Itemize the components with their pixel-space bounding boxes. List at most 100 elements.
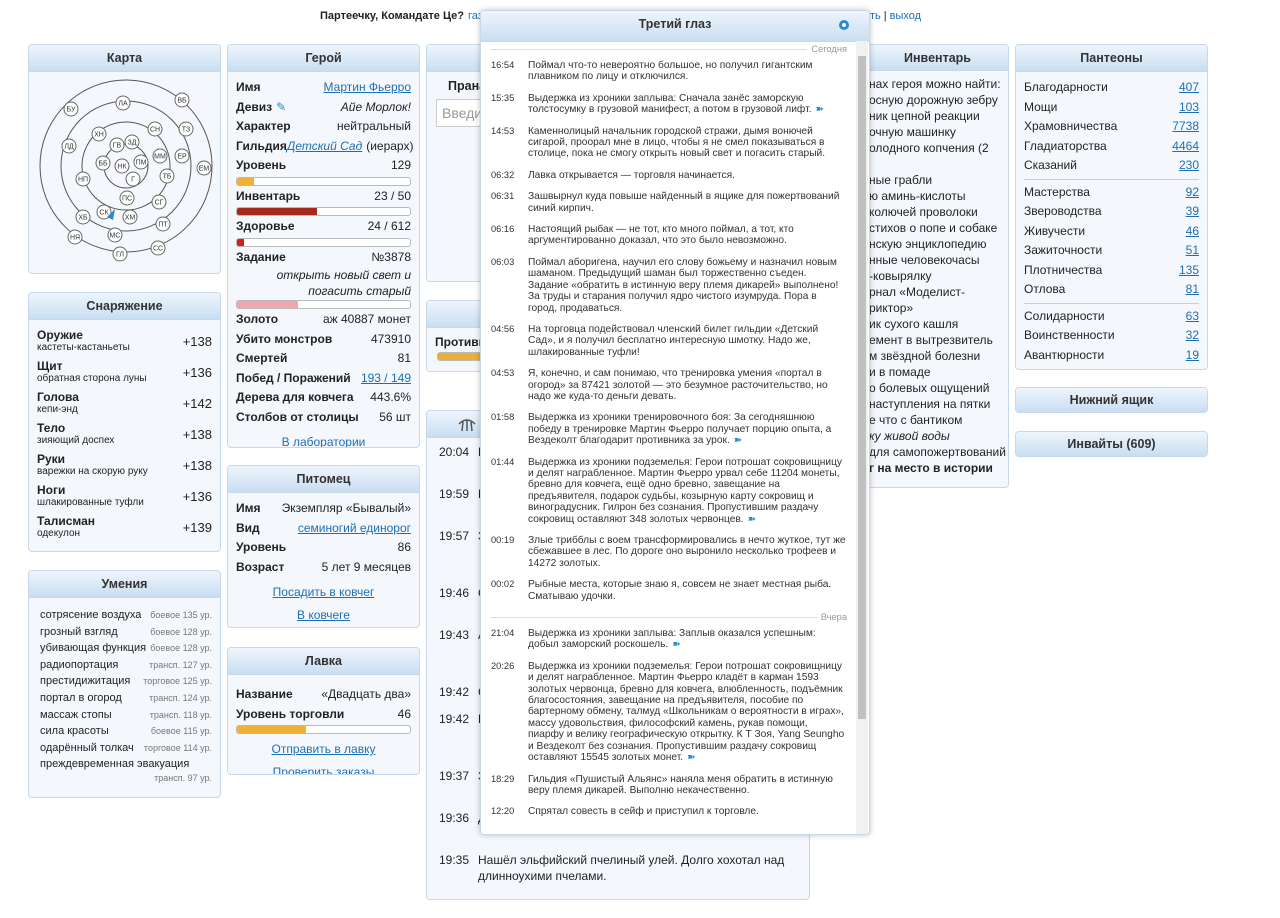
more-link[interactable]: ➽ bbox=[747, 513, 757, 525]
town-marker[interactable] bbox=[109, 137, 125, 153]
town-marker[interactable] bbox=[155, 216, 171, 232]
pantheon-value[interactable]: 4464 bbox=[1172, 138, 1199, 153]
diary-time: 19:59 bbox=[439, 487, 470, 501]
edit-icon[interactable]: ✎ bbox=[276, 99, 287, 114]
town-marker[interactable] bbox=[67, 229, 83, 245]
equipment-slot: Щит bbox=[37, 359, 63, 373]
town-marker[interactable] bbox=[96, 204, 112, 220]
row-value: 5 лет 9 месяцев bbox=[321, 559, 411, 574]
town-marker[interactable] bbox=[119, 190, 135, 206]
row-label: Дерева для ковчега bbox=[236, 390, 354, 404]
pantheon-value[interactable]: 135 bbox=[1178, 262, 1199, 277]
town-marker[interactable] bbox=[107, 227, 123, 243]
scrollbar-thumb[interactable] bbox=[858, 56, 866, 719]
pantheon-value[interactable]: 103 bbox=[1178, 99, 1199, 114]
pantheon-name: Гладиаторства bbox=[1024, 138, 1107, 153]
log-text: На торговца подействовал членский билет … bbox=[528, 324, 846, 358]
row-value-wrap: семиногий единорог bbox=[298, 519, 411, 539]
settings-icon[interactable] bbox=[838, 19, 850, 31]
town-marker[interactable] bbox=[114, 158, 130, 174]
progress-fill bbox=[237, 208, 317, 215]
equipment-item: Руки варежки на скорую руку +138 bbox=[37, 450, 212, 481]
more-link[interactable]: ➽ bbox=[672, 639, 681, 651]
pantheon-value[interactable]: 63 bbox=[1185, 308, 1199, 323]
pantheon-value[interactable]: 46 bbox=[1185, 223, 1199, 238]
row-value[interactable]: Мартин Фьерро bbox=[323, 80, 411, 94]
skill-level: трансп. 127 ур. bbox=[149, 659, 212, 670]
row-value-wrap: №3878 bbox=[371, 248, 411, 268]
town-marker[interactable] bbox=[159, 168, 175, 184]
pantheon-value[interactable]: 407 bbox=[1178, 80, 1199, 94]
log-time: 06:16 bbox=[491, 224, 515, 235]
more-link[interactable]: ➽ bbox=[687, 752, 696, 764]
top-link[interactable]: ть bbox=[870, 10, 881, 22]
pantheon-name: Авантюрности bbox=[1024, 347, 1105, 362]
town-marker[interactable] bbox=[150, 240, 166, 256]
diary-time: 19:35 bbox=[439, 853, 470, 867]
town-marker[interactable] bbox=[152, 148, 168, 164]
town-marker[interactable] bbox=[151, 194, 167, 210]
pantheon-row: Авантюрности 19 bbox=[1024, 346, 1199, 366]
pantheon-value[interactable]: 51 bbox=[1185, 243, 1199, 257]
top-link[interactable]: газ bbox=[467, 10, 483, 22]
town-marker[interactable] bbox=[124, 134, 140, 150]
panel-button[interactable]: Нижний ящик bbox=[1015, 387, 1208, 413]
town-marker[interactable] bbox=[147, 121, 163, 137]
skill-row: сила красоты боевое 115 ур. bbox=[37, 723, 212, 740]
pantheon-value[interactable]: 230 bbox=[1178, 158, 1199, 172]
links: В лаборатории bbox=[236, 431, 411, 448]
link[interactable]: Посадить в ковчег bbox=[272, 585, 375, 599]
pantheon-row: Плотничества 135 bbox=[1024, 261, 1199, 281]
town-marker[interactable] bbox=[122, 209, 138, 225]
row-value-wrap: Экземпляр «Бывалый» bbox=[282, 499, 411, 519]
pantheon-value[interactable]: 7738 bbox=[1172, 119, 1199, 133]
top-link[interactable]: выход bbox=[889, 10, 922, 22]
town-label: НП bbox=[78, 177, 88, 184]
link[interactable]: Проверить заказы bbox=[272, 765, 375, 775]
town-marker[interactable] bbox=[196, 160, 212, 176]
pantheon-value[interactable]: 81 bbox=[1185, 282, 1199, 296]
town-marker[interactable] bbox=[178, 121, 194, 137]
more-link[interactable]: ➽ bbox=[815, 104, 824, 116]
town-marker[interactable] bbox=[75, 171, 91, 187]
info-row: Девиз ✎ Айе Морлок! bbox=[236, 98, 411, 118]
link[interactable]: В ковчеге bbox=[297, 608, 350, 622]
skill-name: массаж стопы bbox=[40, 708, 112, 721]
town-marker[interactable] bbox=[174, 148, 190, 164]
skill-level: боевое 128 ур. bbox=[150, 626, 212, 637]
row-value[interactable]: семиногий единорог bbox=[297, 520, 411, 535]
equipment-slot: Оружие bbox=[37, 328, 83, 342]
link[interactable]: В лаборатории bbox=[281, 435, 366, 448]
town-marker[interactable] bbox=[174, 92, 190, 108]
town-marker[interactable] bbox=[75, 209, 91, 225]
pantheon-value[interactable]: 19 bbox=[1185, 347, 1199, 362]
equipment-slot: Талисман bbox=[37, 514, 96, 528]
town-marker[interactable] bbox=[133, 154, 149, 170]
town-marker[interactable] bbox=[61, 138, 77, 154]
row-value[interactable]: Детский Сад bbox=[286, 138, 363, 153]
inventory-line: емент в вытрезвитель bbox=[869, 333, 993, 347]
town-marker[interactable] bbox=[115, 95, 131, 111]
town-marker[interactable] bbox=[112, 246, 128, 262]
row-label: Имя bbox=[236, 80, 261, 94]
row-value[interactable]: 193 / 149 bbox=[360, 370, 411, 385]
log-entry: 16:54 Поймал что-то невероятно большое, н… bbox=[481, 60, 855, 83]
town-marker[interactable] bbox=[91, 126, 107, 142]
inventory-line: рнал «Моделист- bbox=[869, 285, 965, 299]
pantheon-value[interactable]: 92 bbox=[1185, 184, 1199, 199]
log-entry: 04:53 Я, конечно, и сам понимаю, что трен… bbox=[481, 368, 855, 402]
town-marker[interactable] bbox=[95, 155, 111, 171]
pantheon-value[interactable]: 32 bbox=[1185, 328, 1199, 342]
panel-button[interactable]: Инвайты (609) bbox=[1015, 431, 1208, 457]
panel-title: Снаряжение bbox=[29, 293, 220, 320]
link[interactable]: Отправить в лавку bbox=[271, 742, 376, 756]
more-link[interactable]: ➽ bbox=[733, 435, 743, 447]
inventory-line: ик сухого кашля bbox=[869, 317, 959, 331]
town-marker[interactable] bbox=[125, 171, 141, 187]
skill-name: сотрясение воздуха bbox=[40, 609, 142, 621]
pantheon-value[interactable]: 39 bbox=[1185, 204, 1199, 218]
town-marker[interactable] bbox=[63, 101, 79, 117]
pantheon-row: Зажиточности 51 bbox=[1024, 241, 1199, 261]
log-time: 12:20 bbox=[491, 806, 515, 817]
log-message: Зашвырнул куда повыше найденный в ящике … bbox=[528, 191, 840, 214]
